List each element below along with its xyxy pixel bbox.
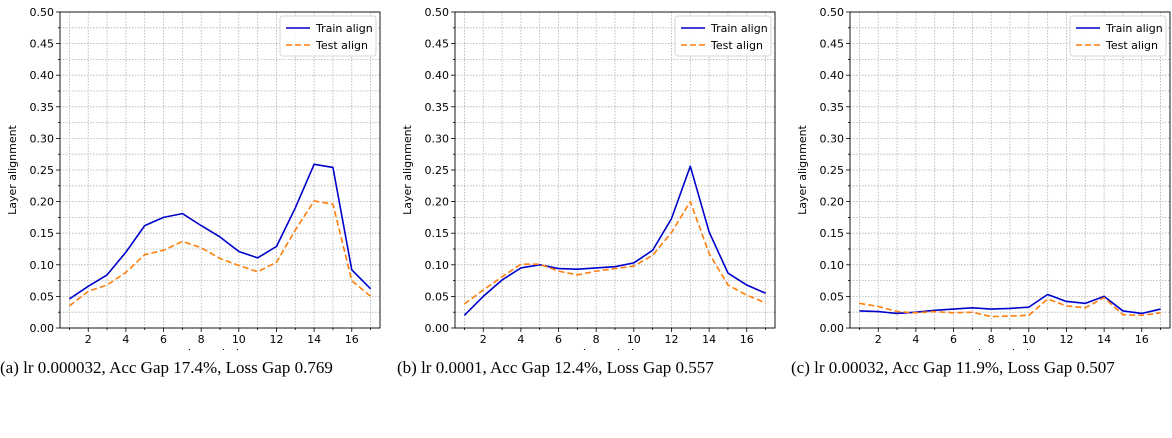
series-line-test [859, 296, 1161, 318]
figure: 2 4 6 8 10 12 14 16 0.00 0.05 0.10 0.15 0.20 0.25 0.30… [6, 6, 1171, 350]
x-tick-label: 10 [232, 333, 246, 346]
x-tick-label: 2 [480, 333, 487, 346]
legend-box [1069, 15, 1167, 57]
legend-label: Train align [1105, 22, 1163, 35]
x-tick-label: 14 [702, 333, 716, 346]
y-tick-label: 0.45 [30, 38, 55, 51]
caption-b: (b) lr 0.0001, Acc Gap 12.4%, Loss Gap 0… [397, 358, 714, 377]
x-tick-label: 6 [555, 333, 562, 346]
x-tick-label: 4 [912, 333, 919, 346]
y-tick-label: 0.35 [820, 101, 845, 114]
y-tick-label: 0.10 [820, 259, 845, 272]
caption-c: (c) lr 0.00032, Acc Gap 11.9%, Loss Gap … [791, 358, 1115, 377]
y-tick-label: 0.30 [30, 132, 55, 145]
y-tick-label: 0.45 [820, 38, 845, 51]
legend: Train align Test align [279, 15, 377, 57]
y-tick-label: 0.15 [820, 227, 845, 240]
y-tick-label: 0.00 [30, 322, 55, 335]
y-axis-label: Layer alignment [6, 124, 19, 214]
x-tick-label: 14 [1097, 333, 1111, 346]
y-tick-label: 0.40 [820, 69, 845, 82]
series-line-test [68, 200, 372, 307]
y-tick-label: 0.30 [820, 132, 845, 145]
x-tick-label: 12 [664, 333, 678, 346]
x-tick-label: 4 [517, 333, 524, 346]
x-tick-label: 14 [307, 333, 321, 346]
y-tick-label: 0.50 [30, 6, 55, 19]
series-line-train [68, 163, 372, 300]
x-tick-label: 10 [627, 333, 641, 346]
series-line-train [859, 293, 1161, 315]
y-axis-label: Layer alignment [796, 124, 809, 214]
chart-0: 2 4 6 8 10 12 14 16 0.00 0.05 0.10 0.15 0.20 0.25 0.30… [6, 6, 381, 350]
y-tick-label: 0.50 [425, 6, 450, 19]
x-tick-label: 6 [160, 333, 167, 346]
legend-label: Test align [315, 39, 368, 52]
y-tick-label: 0.00 [820, 322, 845, 335]
y-tick-label: 0.05 [30, 290, 55, 303]
y-tick-label: 0.35 [30, 101, 55, 114]
x-axis-label: Layer index [583, 347, 648, 350]
chart-2: 2 4 6 8 10 12 14 16 0.00 0.05 0.10 0.15 0.20 0.25 0.30… [796, 6, 1171, 350]
y-tick-label: 0.40 [425, 69, 450, 82]
x-tick-label: 16 [740, 333, 754, 346]
y-tick-label: 0.35 [425, 101, 450, 114]
x-tick-label: 10 [1022, 333, 1036, 346]
legend-label: Train align [315, 22, 373, 35]
y-tick-label: 0.20 [30, 196, 55, 209]
x-tick-label: 6 [950, 333, 957, 346]
legend-label: Test align [1105, 39, 1158, 52]
y-tick-label: 0.50 [820, 6, 845, 19]
legend-label: Train align [710, 22, 768, 35]
x-tick-label: 8 [198, 333, 205, 346]
y-tick-label: 0.05 [820, 290, 845, 303]
caption-a: (a) lr 0.000032, Acc Gap 17.4%, Loss Gap… [0, 358, 333, 377]
x-tick-label: 12 [269, 333, 283, 346]
x-tick-label: 4 [122, 333, 129, 346]
y-tick-label: 0.25 [425, 164, 450, 177]
y-tick-label: 0.40 [30, 69, 55, 82]
x-tick-label: 8 [988, 333, 995, 346]
y-tick-label: 0.20 [425, 196, 450, 209]
series-line-test [463, 200, 766, 305]
x-tick-label: 16 [1135, 333, 1149, 346]
y-tick-label: 0.05 [425, 290, 450, 303]
legend: Train align Test align [1069, 15, 1167, 57]
chart-1: 2 4 6 8 10 12 14 16 0.00 0.05 0.10 0.15 0.20 0.25 0.30… [401, 6, 776, 350]
y-axis-label: Layer alignment [401, 124, 414, 214]
x-tick-label: 2 [875, 333, 882, 346]
x-tick-label: 8 [593, 333, 600, 346]
x-axis-label: Layer index [188, 347, 253, 350]
y-tick-label: 0.25 [30, 164, 55, 177]
x-axis-label: Layer index [978, 347, 1043, 350]
x-tick-label: 12 [1059, 333, 1073, 346]
y-tick-label: 0.15 [30, 227, 55, 240]
y-tick-label: 0.20 [820, 196, 845, 209]
series-line-train [463, 165, 766, 316]
legend-box [279, 15, 377, 57]
y-tick-label: 0.00 [425, 322, 450, 335]
y-tick-label: 0.45 [425, 38, 450, 51]
y-tick-label: 0.25 [820, 164, 845, 177]
legend-box [674, 15, 772, 57]
y-tick-label: 0.10 [425, 259, 450, 272]
y-tick-label: 0.30 [425, 132, 450, 145]
legend-label: Test align [710, 39, 763, 52]
y-tick-label: 0.10 [30, 259, 55, 272]
y-tick-label: 0.15 [425, 227, 450, 240]
x-tick-label: 16 [345, 333, 359, 346]
legend: Train align Test align [674, 15, 772, 57]
x-tick-label: 2 [85, 333, 92, 346]
